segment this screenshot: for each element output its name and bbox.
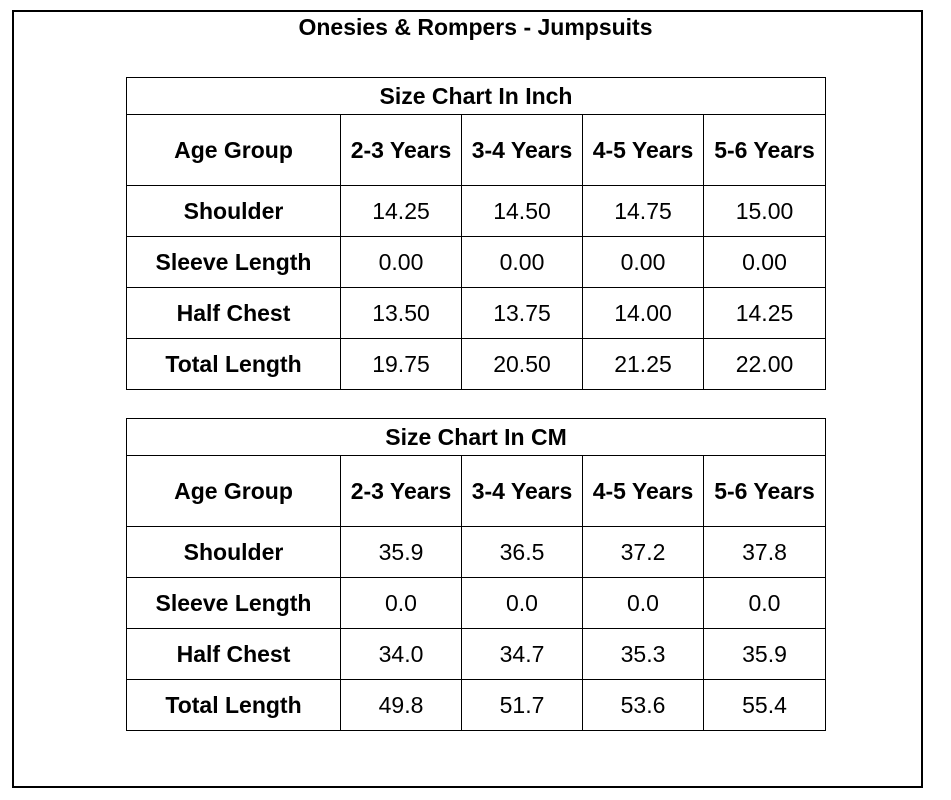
header-size-2-3: 2-3 Years — [340, 114, 462, 186]
table-caption: Size Chart In Inch — [126, 77, 826, 115]
header-age-group: Age Group — [126, 455, 341, 527]
table-row: Sleeve Length 0.0 0.0 0.0 0.0 — [126, 577, 826, 629]
table-cell: 0.0 — [582, 577, 704, 629]
header-age-group: Age Group — [126, 114, 341, 186]
table-cell: 19.75 — [340, 338, 462, 390]
size-chart-cm-table: Size Chart In CM Age Group 2-3 Years 3-4… — [126, 418, 826, 731]
table-row: Shoulder 35.9 36.5 37.2 37.8 — [126, 526, 826, 578]
table-row: Shoulder 14.25 14.50 14.75 15.00 — [126, 185, 826, 237]
row-label-shoulder: Shoulder — [126, 526, 341, 578]
row-label-total-length: Total Length — [126, 679, 341, 731]
row-label-shoulder: Shoulder — [126, 185, 341, 237]
table-cell: 0.0 — [461, 577, 583, 629]
document-frame — [12, 10, 923, 788]
header-size-3-4: 3-4 Years — [461, 114, 583, 186]
table-cell: 14.00 — [582, 287, 704, 339]
header-size-3-4: 3-4 Years — [461, 455, 583, 527]
table-cell: 0.00 — [340, 236, 462, 288]
header-size-2-3: 2-3 Years — [340, 455, 462, 527]
table-cell: 15.00 — [703, 185, 826, 237]
table-row: Total Length 49.8 51.7 53.6 55.4 — [126, 679, 826, 731]
table-cell: 14.25 — [703, 287, 826, 339]
table-cell: 14.50 — [461, 185, 583, 237]
size-chart-inch-table: Size Chart In Inch Age Group 2-3 Years 3… — [126, 77, 826, 390]
table-cell: 36.5 — [461, 526, 583, 578]
table-cell: 35.9 — [703, 628, 826, 680]
table-cell: 20.50 — [461, 338, 583, 390]
row-label-sleeve-length: Sleeve Length — [126, 577, 341, 629]
table-cell: 13.50 — [340, 287, 462, 339]
row-label-half-chest: Half Chest — [126, 628, 341, 680]
table-cell: 21.25 — [582, 338, 704, 390]
table-cell: 0.0 — [703, 577, 826, 629]
table-cell: 34.7 — [461, 628, 583, 680]
table-cell: 51.7 — [461, 679, 583, 731]
header-size-4-5: 4-5 Years — [582, 455, 704, 527]
header-size-4-5: 4-5 Years — [582, 114, 704, 186]
table-cell: 0.00 — [461, 236, 583, 288]
row-label-total-length: Total Length — [126, 338, 341, 390]
row-label-sleeve-length: Sleeve Length — [126, 236, 341, 288]
table-cell: 37.2 — [582, 526, 704, 578]
table-cell: 0.0 — [340, 577, 462, 629]
table-cell: 14.25 — [340, 185, 462, 237]
table-row: Total Length 19.75 20.50 21.25 22.00 — [126, 338, 826, 390]
table-cell: 55.4 — [703, 679, 826, 731]
table-caption: Size Chart In CM — [126, 418, 826, 456]
table-cell: 35.9 — [340, 526, 462, 578]
table-cell: 53.6 — [582, 679, 704, 731]
table-cell: 14.75 — [582, 185, 704, 237]
row-label-half-chest: Half Chest — [126, 287, 341, 339]
table-cell: 13.75 — [461, 287, 583, 339]
table-cell: 37.8 — [703, 526, 826, 578]
document-title: Onesies & Rompers - Jumpsuits — [298, 14, 653, 40]
header-size-5-6: 5-6 Years — [703, 455, 826, 527]
table-cell: 34.0 — [340, 628, 462, 680]
header-size-5-6: 5-6 Years — [703, 114, 826, 186]
table-row: Half Chest 13.50 13.75 14.00 14.25 — [126, 287, 826, 339]
table-cell: 49.8 — [340, 679, 462, 731]
table-cell: 0.00 — [703, 236, 826, 288]
table-row: Half Chest 34.0 34.7 35.3 35.9 — [126, 628, 826, 680]
table-cell: 0.00 — [582, 236, 704, 288]
table-row: Sleeve Length 0.00 0.00 0.00 0.00 — [126, 236, 826, 288]
table-cell: 35.3 — [582, 628, 704, 680]
table-cell: 22.00 — [703, 338, 826, 390]
